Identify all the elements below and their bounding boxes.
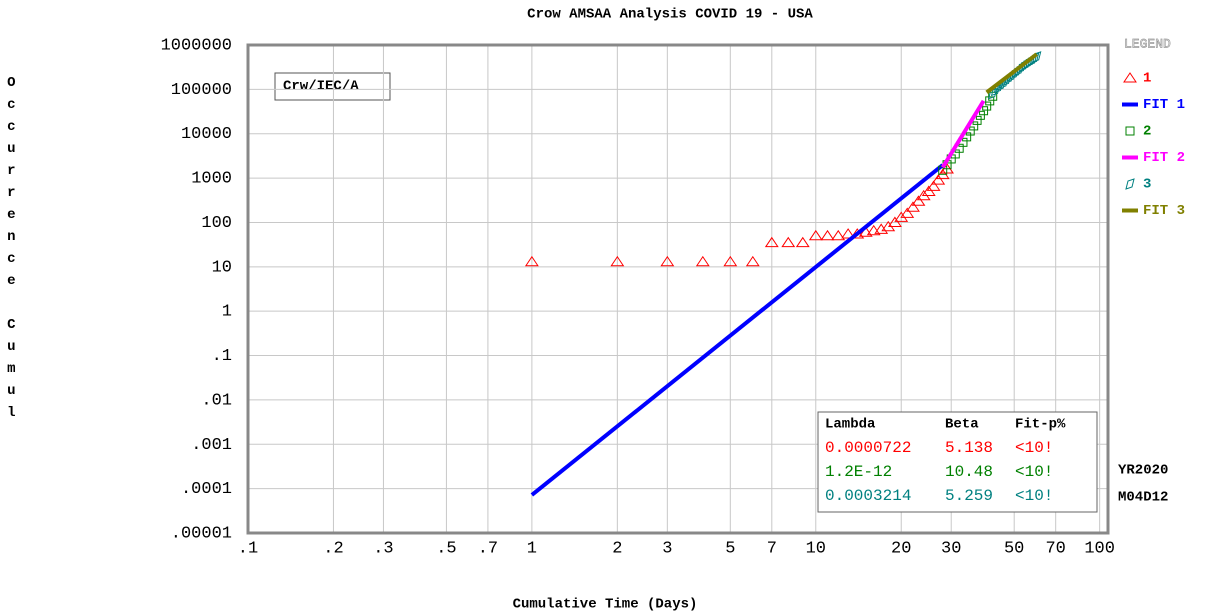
table-header: Beta — [945, 417, 979, 433]
fit-line — [985, 52, 1038, 94]
marker — [610, 255, 625, 267]
marker — [781, 236, 796, 248]
y-tick-label: 1 — [222, 303, 232, 322]
table-header: Lambda — [825, 417, 876, 433]
table-cell: 5.259 — [945, 487, 993, 505]
x-tick-label: 50 — [1004, 539, 1024, 558]
y-tick-label: .01 — [201, 391, 232, 410]
fit-line — [530, 163, 944, 497]
chart-title: Crow AMSAA Analysis COVID 19 - USA — [527, 7, 813, 23]
method-label: Crw/IEC/A — [283, 79, 359, 95]
legend-title: LEGEND — [1124, 36, 1171, 51]
marker — [931, 174, 946, 185]
marker — [874, 223, 889, 234]
x-tick-label: 3 — [662, 539, 672, 558]
y-axis-label: Occurrence Cumul — [3, 75, 19, 427]
x-tick-label: 70 — [1045, 539, 1065, 558]
y-tick-label: 10 — [212, 258, 232, 277]
marker — [820, 229, 835, 241]
marker — [1031, 51, 1042, 63]
x-tick-label: 20 — [891, 539, 911, 558]
table-cell: 0.0000722 — [825, 439, 911, 457]
marker — [985, 96, 995, 106]
table-cell: <10! — [1015, 439, 1053, 457]
y-tick-label: .001 — [191, 436, 232, 455]
fit-table-box — [817, 411, 1098, 513]
table-cell: 0.0003214 — [825, 487, 911, 505]
fit-line — [941, 99, 986, 169]
marker — [900, 207, 915, 218]
legend-swatch — [1125, 126, 1135, 136]
x-tick-label: .2 — [323, 539, 343, 558]
table-cell: 5.138 — [945, 439, 993, 457]
x-tick-label: 1 — [527, 539, 537, 558]
y-tick-label: .0001 — [181, 480, 232, 499]
y-tick-label: 100000 — [171, 81, 232, 100]
marker — [723, 255, 738, 267]
legend-swatch — [1125, 178, 1135, 190]
marker — [695, 255, 710, 267]
legend-swatch — [1123, 72, 1137, 83]
legend-label: 3 — [1143, 177, 1151, 193]
marker — [660, 255, 675, 267]
x-tick-label: 7 — [767, 539, 777, 558]
x-tick-label: 100 — [1084, 539, 1115, 558]
marker — [911, 195, 926, 206]
x-tick-label: 5 — [725, 539, 735, 558]
x-tick-label: 30 — [941, 539, 961, 558]
marker — [745, 255, 760, 267]
y-tick-label: 1000000 — [161, 36, 232, 55]
year-label: YR2020 — [1118, 463, 1168, 479]
x-axis-label: Cumulative Time (Days) — [513, 597, 698, 613]
x-tick-label: .7 — [478, 539, 498, 558]
legend-label: FIT 3 — [1143, 203, 1185, 219]
legend-label: FIT 1 — [1143, 97, 1185, 113]
marker — [841, 228, 856, 239]
marker — [887, 216, 902, 227]
marker — [831, 229, 846, 241]
x-tick-label: .1 — [238, 539, 258, 558]
y-tick-label: .1 — [212, 347, 232, 366]
table-cell: <10! — [1015, 487, 1053, 505]
plot-frame — [246, 43, 1110, 535]
legend-label: FIT 2 — [1143, 150, 1185, 166]
table-header: Fit-p% — [1015, 417, 1066, 433]
table-cell: <10! — [1015, 463, 1053, 481]
x-tick-label: 10 — [806, 539, 826, 558]
legend-label: 2 — [1143, 124, 1151, 140]
x-tick-label: .3 — [373, 539, 393, 558]
y-tick-label: 10000 — [181, 125, 232, 144]
marker — [808, 229, 823, 241]
y-tick-label: 1000 — [191, 170, 232, 189]
legend-label: 1 — [1143, 71, 1151, 87]
y-tick-label: 100 — [201, 214, 232, 233]
x-tick-label: .5 — [436, 539, 456, 558]
marker — [524, 255, 539, 267]
marker — [921, 185, 936, 196]
marker — [764, 236, 779, 248]
marker — [795, 236, 810, 248]
marker — [926, 180, 941, 191]
table-cell: 1.2E-12 — [825, 463, 892, 481]
marker — [906, 201, 920, 212]
x-tick-label: 2 — [612, 539, 622, 558]
y-tick-label: .00001 — [171, 524, 232, 543]
date-label: M04D12 — [1118, 490, 1168, 506]
method-box — [274, 72, 391, 101]
table-cell: 10.48 — [945, 463, 993, 481]
